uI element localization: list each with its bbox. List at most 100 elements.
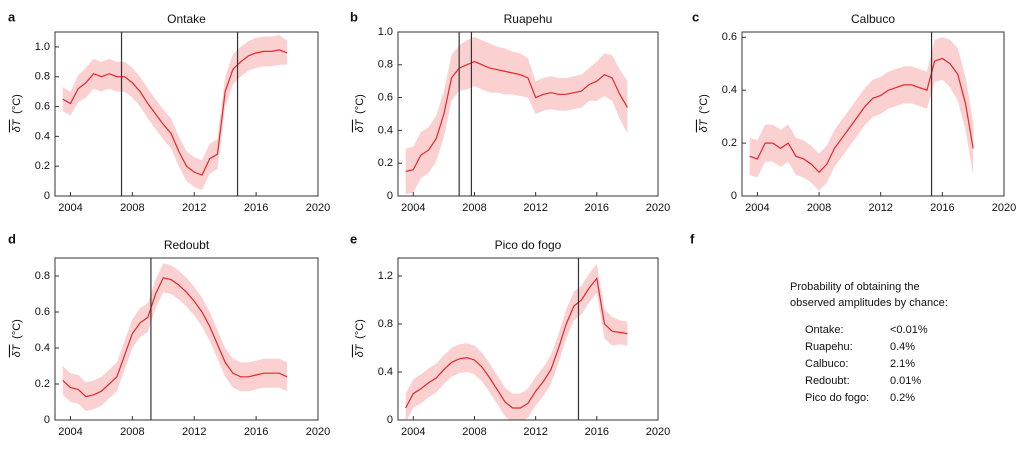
plot-area xyxy=(405,264,628,420)
x-tick-label: 2016 xyxy=(585,426,609,438)
x-tick-label: 2016 xyxy=(585,202,609,214)
x-tick-label: 2012 xyxy=(868,202,892,214)
y-tick-label: 0 xyxy=(44,414,50,426)
plot-area xyxy=(405,36,628,195)
x-tick-label: 2004 xyxy=(58,202,82,214)
chart-title: Ruapehu xyxy=(504,12,553,26)
x-tick-label: 2012 xyxy=(523,202,547,214)
y-tick-label: 0.2 xyxy=(35,160,50,172)
y-tick-label: 1.0 xyxy=(378,26,393,38)
y-tick-label: 0.8 xyxy=(378,59,393,71)
y-tick-label: 0.2 xyxy=(722,137,737,149)
x-tick-label: 2004 xyxy=(401,202,425,214)
axes-box xyxy=(741,31,1005,197)
data-line xyxy=(62,277,288,398)
y-tick-label: 0 xyxy=(387,190,393,202)
axes-box xyxy=(397,31,659,197)
x-tick-label: 2008 xyxy=(120,426,144,438)
confidence-band xyxy=(62,263,288,411)
y-axis-label: δT xyxy=(354,343,366,357)
x-tick-label: 2012 xyxy=(523,426,547,438)
y-axis-unit: (°C) xyxy=(354,94,366,114)
axes-box xyxy=(397,257,659,421)
axes-box xyxy=(54,31,319,197)
y-tick-label: 0.2 xyxy=(378,157,393,169)
panel-label: f xyxy=(690,231,695,246)
panel-label: c xyxy=(692,9,699,24)
y-tick-label: 0.4 xyxy=(378,366,393,378)
probability-name: Calbuco: xyxy=(805,358,848,370)
probability-value: 0.4% xyxy=(890,341,915,353)
x-tick-label: 2008 xyxy=(462,202,486,214)
y-tick-label: 0.8 xyxy=(35,270,50,282)
y-axis-unit: (°C) xyxy=(354,319,366,339)
x-tick-label: 2016 xyxy=(244,426,268,438)
confidence-band xyxy=(749,37,974,191)
probability-name: Ontake: xyxy=(805,324,844,336)
axes-box xyxy=(54,257,319,421)
y-tick-label: 1.0 xyxy=(35,41,50,53)
y-tick-label: 0.4 xyxy=(722,84,737,96)
y-axis-label: δT xyxy=(698,118,710,132)
x-tick-label: 2020 xyxy=(992,202,1016,214)
panel-label: d xyxy=(8,231,16,246)
y-tick-label: 0.6 xyxy=(35,100,50,112)
probability-name: Ruapehu: xyxy=(805,341,853,353)
y-tick-label: 0.8 xyxy=(35,71,50,83)
data-line xyxy=(405,60,628,172)
y-axis-label: δT xyxy=(11,118,23,132)
chart-title: Redoubt xyxy=(164,238,210,252)
y-axis-unit: (°C) xyxy=(11,319,23,339)
x-tick-label: 2020 xyxy=(306,426,330,438)
y-axis-label: δT xyxy=(354,118,366,132)
plot-area xyxy=(62,34,288,191)
y-tick-label: 0.2 xyxy=(35,378,50,390)
y-tick-label: 0.4 xyxy=(378,124,393,136)
data-line xyxy=(62,49,288,176)
x-tick-label: 2008 xyxy=(807,202,831,214)
confidence-band xyxy=(62,34,288,191)
y-tick-label: 0 xyxy=(387,414,393,426)
x-tick-label: 2004 xyxy=(58,426,82,438)
y-tick-label: 0.8 xyxy=(378,318,393,330)
y-tick-label: 0 xyxy=(44,190,50,202)
x-tick-label: 2012 xyxy=(182,426,206,438)
y-axis-unit: (°C) xyxy=(11,94,23,114)
y-tick-label: 0.4 xyxy=(35,342,50,354)
probability-value: <0.01% xyxy=(890,324,928,336)
panel-label: e xyxy=(350,231,357,246)
panel-label: a xyxy=(8,9,16,24)
confidence-band xyxy=(405,264,628,420)
plot-area xyxy=(749,37,974,191)
x-tick-label: 2004 xyxy=(401,426,425,438)
x-tick-label: 2020 xyxy=(646,426,670,438)
x-tick-label: 2016 xyxy=(930,202,954,214)
panel-f-heading: observed amplitudes by chance: xyxy=(790,297,948,309)
y-tick-label: 1.2 xyxy=(378,270,393,282)
x-tick-label: 2016 xyxy=(244,202,268,214)
chart-title: Calbuco xyxy=(851,12,895,26)
probability-value: 0.2% xyxy=(890,392,915,404)
y-tick-label: 0.6 xyxy=(35,306,50,318)
confidence-band xyxy=(405,36,628,195)
chart-title: Ontake xyxy=(167,12,206,26)
probability-value: 0.01% xyxy=(890,375,921,387)
data-line xyxy=(405,276,628,409)
panel-label: b xyxy=(350,9,358,24)
chart-title: Pico do fogo xyxy=(495,238,562,252)
y-tick-label: 0.6 xyxy=(722,31,737,43)
x-tick-label: 2020 xyxy=(306,202,330,214)
x-tick-label: 2020 xyxy=(646,202,670,214)
probability-name: Redoubt: xyxy=(805,375,850,387)
x-tick-label: 2012 xyxy=(182,202,206,214)
x-tick-label: 2008 xyxy=(120,202,144,214)
x-tick-label: 2008 xyxy=(462,426,486,438)
y-axis-unit: (°C) xyxy=(698,94,710,114)
panel-f-heading: Probability of obtaining the xyxy=(790,281,920,293)
y-tick-label: 0 xyxy=(731,190,737,202)
y-tick-label: 0.4 xyxy=(35,130,50,142)
x-tick-label: 2004 xyxy=(745,202,769,214)
y-axis-label: δT xyxy=(11,343,23,357)
probability-name: Pico do fogo: xyxy=(805,392,869,404)
